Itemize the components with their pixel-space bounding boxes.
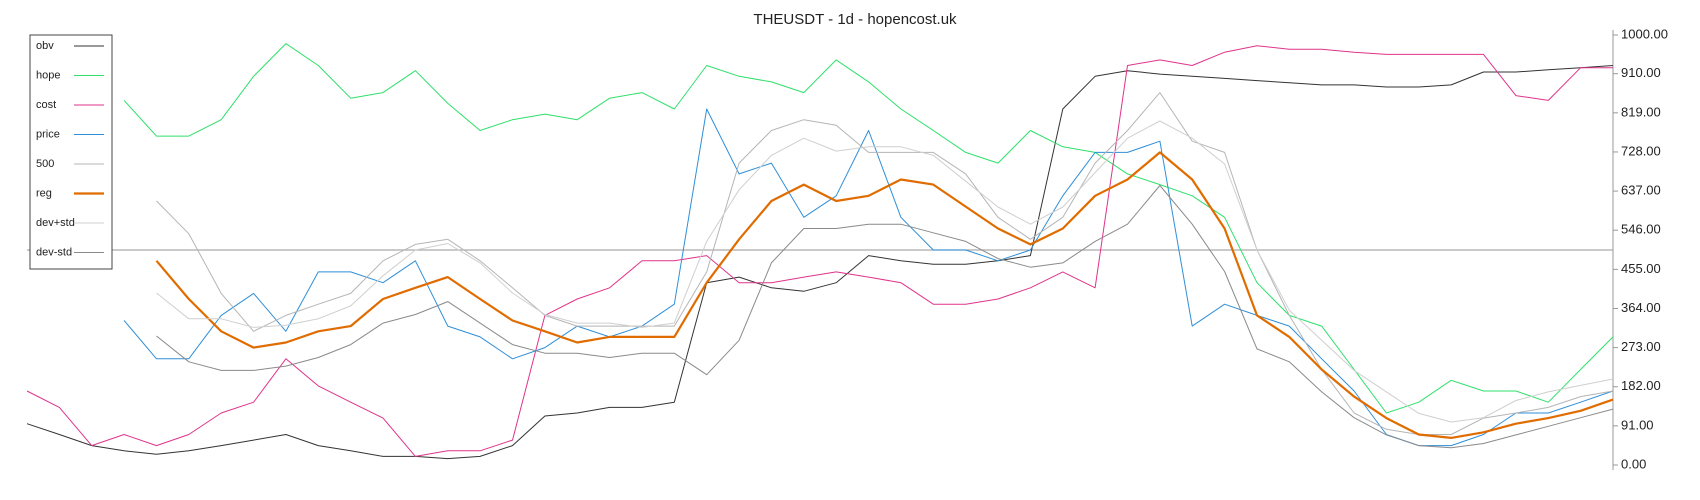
legend-label: obv	[36, 40, 54, 52]
series-line	[26, 65, 1614, 460]
y-tick-label: 637.00	[1621, 183, 1661, 198]
y-tick-label: 182.00	[1621, 378, 1661, 393]
legend-label: reg	[36, 187, 52, 199]
legend-label: dev-std	[36, 246, 72, 258]
series-line	[155, 151, 1614, 439]
legend-label: price	[36, 128, 60, 140]
legend-box	[29, 34, 113, 270]
legend-label: hope	[36, 69, 60, 81]
y-tick-label: 728.00	[1621, 143, 1661, 158]
y-tick-label: 91.00	[1621, 417, 1654, 432]
legend-label: cost	[36, 99, 56, 111]
series-line	[156, 120, 1614, 423]
legend-label: dev+std	[36, 217, 75, 229]
series-line	[156, 92, 1614, 435]
series-line	[156, 185, 1614, 449]
y-tick-label: 1000.00	[1621, 26, 1668, 41]
y-tick-label: 546.00	[1621, 222, 1661, 237]
y-tick-label: 455.00	[1621, 261, 1661, 276]
y-tick-label: 910.00	[1621, 65, 1661, 80]
y-tick-label: 0.00	[1621, 456, 1646, 471]
legend-label: 500	[36, 158, 54, 170]
series-line	[123, 43, 1614, 414]
chart-title: THEUSDT - 1d - hopencost.uk	[753, 11, 957, 28]
series-line	[123, 108, 1614, 447]
series-line	[26, 45, 1613, 457]
y-tick-label: 273.00	[1621, 339, 1661, 354]
y-tick-label: 364.00	[1621, 300, 1661, 315]
y-tick-label: 819.00	[1621, 104, 1661, 119]
